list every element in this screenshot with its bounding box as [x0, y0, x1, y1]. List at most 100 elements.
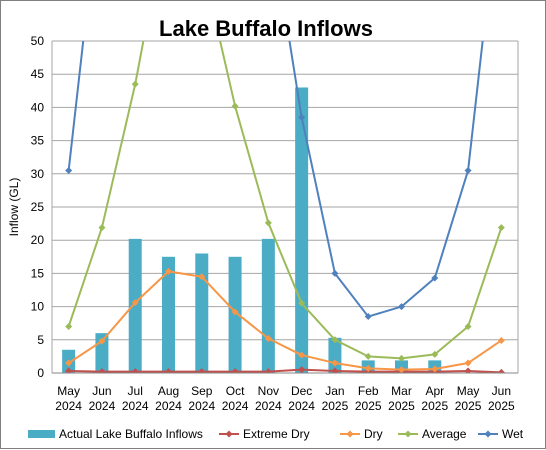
x-tick-label: Feb 2025: [355, 384, 382, 413]
series-point: [98, 224, 106, 232]
x-tick-label: Aug 2024: [155, 384, 182, 413]
x-tick-label-year: 2025: [322, 399, 349, 413]
x-tick-label-month: May: [57, 384, 80, 398]
series-point: [198, 273, 206, 281]
series-point: [131, 368, 139, 373]
x-tick-label-month: Jun: [92, 384, 111, 398]
x-tick-label-month: May: [457, 384, 480, 398]
legend-label: Actual Lake Buffalo Inflows: [59, 427, 203, 441]
x-tick-label-year: 2024: [155, 399, 182, 413]
x-tick-label-year: 2025: [488, 399, 515, 413]
series-point: [65, 166, 73, 174]
x-tick-label-year: 2024: [188, 399, 215, 413]
series-point: [264, 219, 272, 227]
legend-label: Wet: [502, 427, 524, 441]
series-point: [298, 113, 306, 121]
x-tick-label: Jun 2024: [89, 384, 116, 413]
y-tick-label: 25: [31, 200, 45, 214]
x-tick-label-year: 2025: [421, 399, 448, 413]
legend-marker: [484, 430, 492, 438]
bar: [261, 238, 275, 373]
legend-label: Average: [422, 427, 467, 441]
series-point: [231, 102, 239, 110]
y-axis-title: Inflow (GL): [7, 178, 21, 237]
x-tick-label: Jan 2025: [322, 384, 349, 413]
series-point: [364, 364, 372, 372]
series-point: [165, 267, 172, 275]
x-tick-label-month: Jun: [492, 384, 511, 398]
y-tick-label: 15: [31, 266, 45, 280]
x-tick-label-month: Jul: [128, 384, 143, 398]
x-tick-label-month: Apr: [425, 384, 444, 398]
bar-layer: [62, 87, 442, 373]
series-point: [464, 166, 472, 174]
x-tick-label-year: 2024: [288, 399, 315, 413]
series-point: [198, 368, 206, 373]
series-point: [398, 366, 405, 373]
series-point: [497, 368, 505, 373]
series-point: [331, 269, 339, 277]
series-point: [331, 367, 339, 373]
series-point: [431, 350, 439, 358]
x-tick-label-month: Jan: [325, 384, 344, 398]
series-point: [65, 323, 73, 331]
x-tick-label: Nov 2024: [255, 384, 282, 413]
series-line: [67, 41, 503, 360]
series-point: [464, 359, 472, 367]
series-point: [98, 337, 106, 345]
x-tick-label-month: Oct: [226, 384, 245, 398]
series-line: [67, 41, 484, 318]
x-tick-label: May 2025: [455, 384, 482, 413]
series-point: [131, 299, 139, 307]
series-point: [464, 367, 472, 373]
series-point: [298, 351, 306, 359]
legend-label: Extreme Dry: [243, 427, 310, 441]
series-point: [65, 367, 73, 373]
series-point: [298, 366, 306, 373]
legend-marker: [225, 430, 233, 438]
x-tick-label-year: 2025: [355, 399, 382, 413]
line-layer: [65, 41, 505, 373]
x-tick-label: Mar 2025: [388, 384, 415, 413]
series-point: [431, 365, 439, 373]
chart-title: Lake Buffalo Inflows: [159, 16, 373, 41]
series-point: [331, 359, 339, 367]
series-point: [298, 299, 306, 307]
legend-marker: [404, 430, 412, 438]
y-tick-label: 35: [31, 134, 45, 148]
x-tick-label: May 2024: [55, 384, 82, 413]
x-tick-label-year: 2024: [222, 399, 249, 413]
series-point: [65, 359, 73, 367]
series-point: [497, 336, 505, 344]
x-tick-label-year: 2024: [255, 399, 282, 413]
bar: [162, 256, 175, 373]
y-tick-label: 45: [31, 67, 45, 81]
y-tick-label: 50: [31, 34, 45, 48]
y-tick-label: 30: [31, 167, 45, 181]
x-tick-label-year: 2024: [55, 399, 82, 413]
legend-label: Dry: [364, 427, 383, 441]
series-point: [364, 313, 372, 321]
x-tick-label-year: 2025: [455, 399, 482, 413]
x-tick-label: Apr 2025: [421, 384, 448, 413]
y-tick-label: 0: [37, 366, 44, 380]
series-line: [68, 368, 502, 373]
x-tick-label: Jul 2024: [122, 384, 149, 413]
bar: [295, 87, 309, 373]
x-tick-label: Sep 2024: [188, 384, 215, 413]
y-tick-label: 20: [31, 233, 45, 247]
x-tick-label: Dec 2024: [288, 384, 315, 413]
x-tick-label-month: Dec: [291, 384, 312, 398]
legend-swatch: [28, 430, 55, 438]
x-tick-label-year: 2024: [122, 399, 149, 413]
series-point: [98, 368, 106, 373]
series-point: [398, 354, 405, 362]
x-tick-label-month: Nov: [258, 384, 279, 398]
x-tick-label-month: Feb: [358, 384, 379, 398]
series-point: [331, 336, 339, 344]
x-tick-label-month: Aug: [158, 384, 179, 398]
x-tick-label-year: 2025: [388, 399, 415, 413]
